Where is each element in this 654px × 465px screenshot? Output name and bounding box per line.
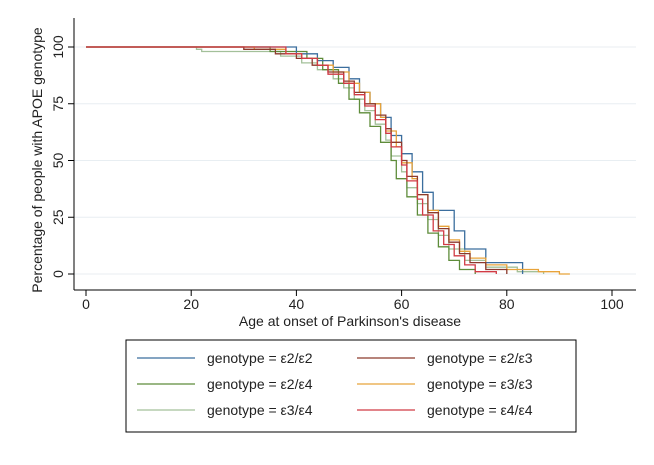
legend-label-0: genotype = ε2/ε2 — [207, 350, 313, 366]
x-tick-label: 60 — [394, 296, 410, 312]
x-tick-label: 80 — [499, 296, 515, 312]
legend-label-5: genotype = ε4/ε4 — [427, 402, 533, 418]
series-line-5 — [86, 46, 497, 274]
plot-frame — [74, 18, 636, 290]
y-axis-title: Percentage of people with APOE genotype — [29, 27, 45, 293]
series-lines — [86, 46, 570, 275]
y-tick-label: 0 — [50, 270, 66, 278]
axes: 0 20 40 60 80 100 0 25 50 75 100 Age at onset of … — [29, 18, 636, 329]
x-ticks: 0 20 40 60 80 100 — [82, 290, 624, 312]
legend-label-2: genotype = ε2/ε4 — [207, 376, 313, 392]
legend-label-4: genotype = ε3/ε4 — [207, 402, 313, 418]
legend: genotype = ε2/ε2 genotype = ε2/ε3 genotype… — [125, 339, 577, 433]
y-tick-label: 50 — [50, 153, 66, 169]
y-tick-label: 25 — [50, 209, 66, 225]
legend-label-3: genotype = ε3/ε3 — [427, 376, 533, 392]
y-ticks: 0 25 50 75 100 — [50, 35, 74, 278]
gridlines — [74, 46, 636, 275]
y-tick-label: 75 — [50, 96, 66, 112]
x-tick-label: 20 — [183, 296, 199, 312]
legend-items: genotype = ε2/ε2 genotype = ε2/ε3 genotype… — [137, 350, 533, 418]
x-tick-label: 100 — [600, 296, 624, 312]
legend-box — [125, 339, 577, 433]
x-tick-label: 0 — [82, 296, 90, 312]
y-tick-label: 100 — [50, 35, 66, 59]
x-tick-label: 40 — [289, 296, 305, 312]
legend-label-1: genotype = ε2/ε3 — [427, 350, 533, 366]
x-axis-title: Age at onset of Parkinson's disease — [239, 313, 461, 329]
plot-area — [74, 18, 636, 290]
